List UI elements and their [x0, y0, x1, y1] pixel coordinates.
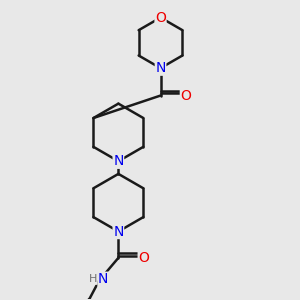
Text: N: N — [113, 224, 124, 239]
Text: H: H — [88, 274, 97, 284]
Text: N: N — [98, 272, 109, 286]
Text: O: O — [155, 11, 166, 25]
Text: O: O — [180, 88, 191, 103]
Text: O: O — [138, 251, 149, 265]
Text: N: N — [155, 61, 166, 75]
Text: N: N — [113, 154, 124, 168]
